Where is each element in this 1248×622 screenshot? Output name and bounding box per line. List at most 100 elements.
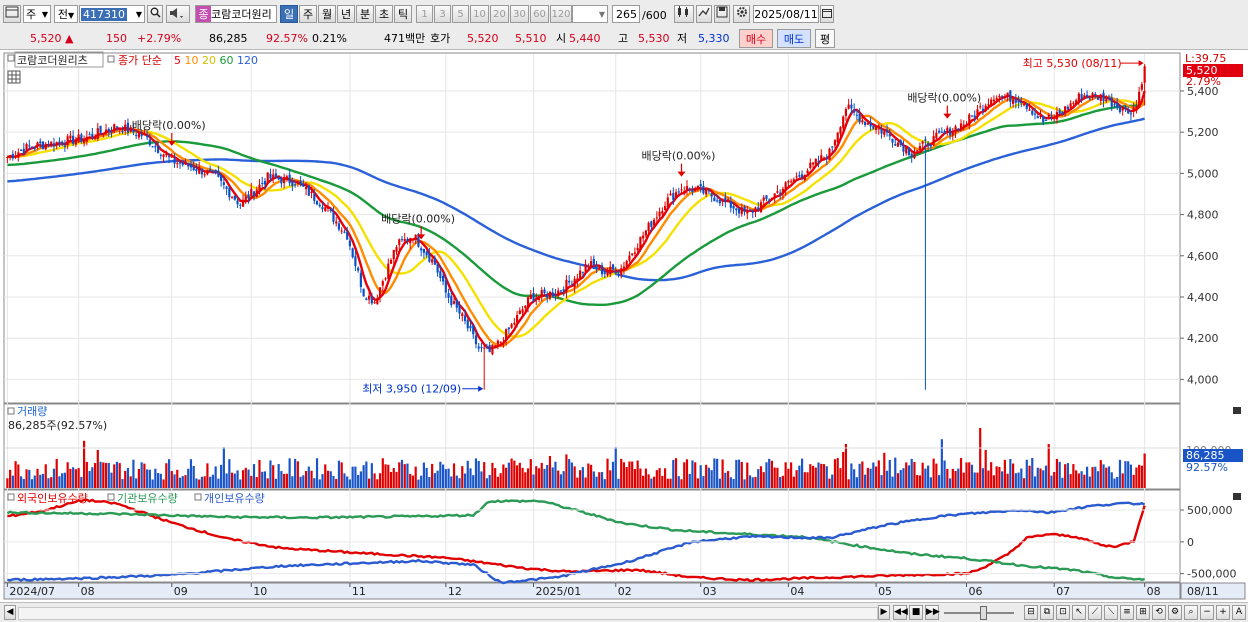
interval-20[interactable]: 20 <box>490 5 509 23</box>
prev-select[interactable]: 전▼ <box>54 5 78 23</box>
buy-button[interactable]: 매수 <box>739 29 773 48</box>
bar-count-input[interactable]: 265 <box>612 5 640 23</box>
play-icon[interactable]: ▶▶ <box>925 605 940 620</box>
stop-icon[interactable]: ■ <box>909 605 923 620</box>
candle-type-icon[interactable] <box>674 5 694 23</box>
price-panel-frame <box>3 52 1181 404</box>
candle-body <box>507 327 510 330</box>
interval-3[interactable]: 3 <box>434 5 451 23</box>
chevron-down-icon: ▼ <box>67 11 75 20</box>
window-icon[interactable]: ⊡ <box>1056 605 1070 620</box>
draw-icon[interactable]: ↖ <box>1072 605 1086 620</box>
candle-body <box>995 98 998 100</box>
chart-area[interactable]: 배당락(0.00%) 배당락(0.00%) 배당락(0.00%) 배당락(0.00%)… <box>0 50 1248 602</box>
candle-body <box>792 179 795 182</box>
save-icon[interactable] <box>714 5 730 23</box>
stock-name-field[interactable]: 종 코람코더원리 <box>195 5 277 23</box>
volume-bar <box>1064 464 1067 488</box>
candle-body <box>609 266 612 275</box>
table-icon[interactable] <box>7 70 21 84</box>
tab-period-3[interactable]: 년 <box>337 5 355 23</box>
stock-code-input[interactable]: 417310 ▼ <box>79 5 145 23</box>
period-type-select[interactable]: 주 ▼ <box>23 5 51 23</box>
view-icon[interactable]: ⊟ <box>1024 605 1038 620</box>
interval-5[interactable]: 5 <box>452 5 469 23</box>
candle-body <box>115 126 119 128</box>
tab-period-2[interactable]: 월 <box>318 5 336 23</box>
evaluation-button[interactable]: 평 <box>815 29 835 48</box>
legend-ma-5: 5 <box>174 54 185 67</box>
volume-bar <box>198 479 201 488</box>
tab-period-1[interactable]: 주 <box>299 5 317 23</box>
scroll-right-icon[interactable]: ▶ <box>878 605 890 620</box>
reset-icon[interactable]: ⟲ <box>1152 605 1166 620</box>
interval-60[interactable]: 60 <box>530 5 549 23</box>
scroll-left-icon[interactable]: ◀ <box>4 605 16 620</box>
text-icon[interactable]: A <box>1232 605 1246 620</box>
tab-period-0[interactable]: 일 <box>280 5 298 23</box>
candle-body <box>1099 94 1102 101</box>
volume-value: 86,285 <box>209 32 248 45</box>
interval-120[interactable]: 120 <box>550 5 572 23</box>
volume-bar <box>41 473 45 488</box>
candle-body <box>266 172 269 184</box>
interval-1[interactable]: 1 <box>416 5 433 23</box>
x-tick-label: 08 <box>1147 585 1161 598</box>
candle-body <box>907 147 911 155</box>
candle-body <box>581 271 584 273</box>
interval-10[interactable]: 10 <box>470 5 489 23</box>
zoom-slider-handle[interactable] <box>980 606 987 620</box>
candle-body <box>337 223 341 230</box>
candle-body <box>124 124 127 132</box>
sell-button[interactable]: 매도 <box>777 29 811 48</box>
candle-body <box>176 163 179 165</box>
candle-body <box>1135 105 1138 110</box>
candle-body <box>798 175 801 177</box>
volume-bar <box>452 463 456 488</box>
drawing-tool-icon[interactable] <box>696 5 712 23</box>
volume-bar <box>167 459 171 488</box>
trend2-icon[interactable]: ⟍ <box>1104 605 1118 620</box>
stock-name: 코람코더원리 <box>211 8 272 21</box>
candle-body <box>261 182 264 184</box>
candle-body <box>1028 109 1031 111</box>
candle-body <box>55 141 58 145</box>
trend-icon[interactable]: ⟋ <box>1088 605 1102 620</box>
volume-bar <box>546 465 549 488</box>
gear-icon[interactable] <box>733 5 750 23</box>
zoom-slider[interactable] <box>944 612 1014 614</box>
grid-icon[interactable]: ⊞ <box>1136 605 1150 620</box>
x-axis-labels: 2024/07 08 09 10 11 12 2025/01 02 03 04 05 06 07 08 08… <box>6 583 1219 598</box>
tab-period-6[interactable]: 틱 <box>394 5 412 23</box>
close-panel-icon[interactable] <box>1233 493 1241 500</box>
tab-period-4[interactable]: 분 <box>356 5 374 23</box>
price-change: 150 <box>106 32 127 45</box>
copy-icon[interactable]: ⧉ <box>1040 605 1054 620</box>
interval-select[interactable]: ▼ <box>572 5 608 23</box>
candle-body <box>1075 100 1078 105</box>
chart-layout-icon[interactable] <box>3 5 21 23</box>
price-chart-svg[interactable]: 배당락(0.00%) 배당락(0.00%) 배당락(0.00%) 배당락(0.00%)… <box>0 50 1248 602</box>
date-input[interactable]: 2025/08/11 <box>753 5 819 23</box>
zoom-in-icon[interactable]: + <box>1216 605 1230 620</box>
calendar-icon[interactable] <box>820 5 834 23</box>
fib-icon[interactable]: ≡ <box>1120 605 1134 620</box>
volume-bar <box>280 471 283 488</box>
zoom-out-icon[interactable]: − <box>1200 605 1214 620</box>
candle-body <box>992 99 996 102</box>
volume-bar <box>1066 463 1069 488</box>
volume-bar <box>1014 473 1017 488</box>
interval-30[interactable]: 30 <box>510 5 529 23</box>
volume-bar <box>669 478 672 488</box>
close-panel-icon[interactable] <box>1233 407 1241 414</box>
scroll-track[interactable] <box>18 607 878 620</box>
search-icon[interactable]: ⌕ <box>1184 605 1198 620</box>
search-icon[interactable] <box>147 5 163 23</box>
speaker-icon[interactable] <box>166 5 190 23</box>
rewind-icon[interactable]: ◀◀ <box>893 605 908 620</box>
settings-icon[interactable]: ⚙ <box>1168 605 1182 620</box>
volume-bar <box>990 462 993 488</box>
candle-body <box>647 222 650 231</box>
volume-bar <box>1083 474 1086 488</box>
tab-period-5[interactable]: 초 <box>375 5 393 23</box>
